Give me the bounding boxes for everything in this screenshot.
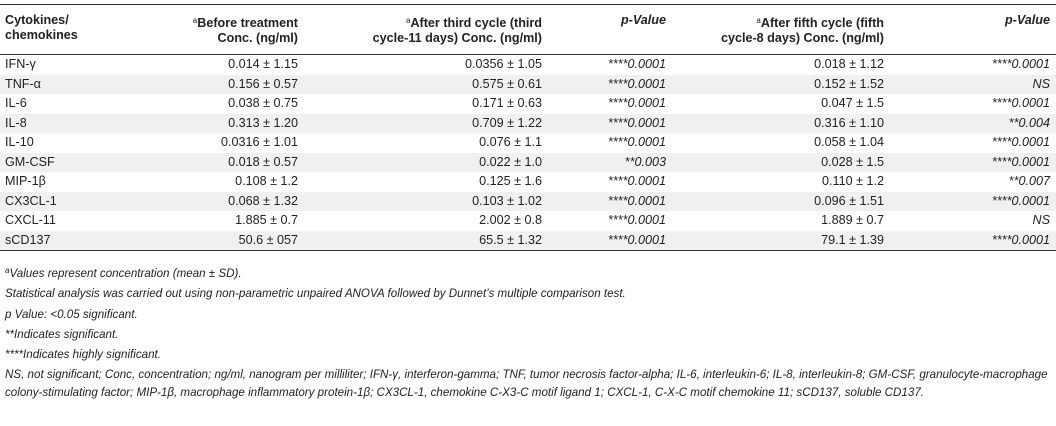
cell-after-third: 0.575 ± 0.61 <box>472 76 542 91</box>
cell-cytokine: IFN-γ <box>5 57 36 71</box>
table-footnotes: aValues represent concentration (mean ± … <box>5 262 1051 401</box>
table-row: CXCL-11 1.885 ± 0.7 2.002 ± 0.8 ****0.0001 1… <box>0 211 1056 231</box>
cell-after-third: 0.0356 ± 1.05 <box>465 57 542 71</box>
footnote-values: aValues represent concentration (mean ± … <box>5 266 242 280</box>
table-row: TNF-α 0.156 ± 0.57 0.575 ± 0.61 ****0.0001 0… <box>0 74 1056 94</box>
table-row: IL-8 0.313 ± 1.20 0.709 ± 1.22 ****0.0001 0.… <box>0 113 1056 133</box>
cell-after-fifth: 79.1 ± 1.39 <box>821 232 884 247</box>
cell-cytokine: sCD137 <box>5 232 51 247</box>
cell-after-fifth: 0.096 ± 1.51 <box>814 193 884 208</box>
cell-before: 0.0316 ± 1.01 <box>221 135 298 149</box>
cell-after-third: 65.5 ± 1.32 <box>479 232 542 247</box>
cell-after-third: 2.002 ± 0.8 <box>479 213 542 227</box>
header-cytokines: Cytokines/chemokines <box>5 13 78 42</box>
cell-p-fifth: **0.004 <box>1008 115 1050 130</box>
cell-before: 0.156 ± 0.57 <box>228 76 298 91</box>
cell-before: 0.108 ± 1.2 <box>235 174 298 188</box>
cell-cytokine: IL-8 <box>5 115 27 130</box>
cell-after-third: 0.125 ± 1.6 <box>479 174 542 188</box>
footnote-abbreviations: NS, not significant; Conc, concentration… <box>5 368 1048 399</box>
cell-before: 0.068 ± 1.32 <box>228 193 298 208</box>
cell-cytokine: IL-10 <box>5 135 34 149</box>
cytokine-table: Cytokines/chemokines aBefore treatment Co… <box>0 4 1056 251</box>
cell-p-fifth: ****0.0001 <box>991 193 1050 208</box>
cell-after-fifth: 0.058 ± 1.04 <box>814 135 884 149</box>
cell-p-third: **0.003 <box>624 154 666 169</box>
cell-before: 0.018 ± 0.57 <box>228 154 298 169</box>
cell-p-fifth: ****0.0001 <box>991 57 1050 71</box>
cell-after-fifth: 0.047 ± 1.5 <box>821 96 884 110</box>
header-p-value-fifth: p-Value <box>1004 13 1050 27</box>
table-row: IL-10 0.0316 ± 1.01 0.076 ± 1.1 ****0.0001 0… <box>0 133 1056 153</box>
cell-p-third: ****0.0001 <box>607 193 666 208</box>
cell-after-third: 0.171 ± 0.63 <box>472 96 542 110</box>
cell-before: 0.038 ± 0.75 <box>228 96 298 110</box>
cell-p-third: ****0.0001 <box>607 76 666 91</box>
cell-after-fifth: 0.028 ± 1.5 <box>821 154 884 169</box>
cell-p-third: ****0.0001 <box>607 232 666 247</box>
cell-p-fifth: ****0.0001 <box>991 96 1050 110</box>
cell-p-third: ****0.0001 <box>607 213 666 227</box>
cell-after-third: 0.076 ± 1.1 <box>479 135 542 149</box>
cell-cytokine: CX3CL-1 <box>5 193 57 208</box>
table-row: GM-CSF 0.018 ± 0.57 0.022 ± 1.0 **0.003 0.02… <box>0 152 1056 172</box>
header-before-treatment: aBefore treatment Conc. (ng/ml) <box>192 16 298 45</box>
cell-after-fifth: 0.110 ± 1.2 <box>822 174 884 188</box>
cell-after-fifth: 0.152 ± 1.52 <box>814 76 884 91</box>
cell-before: 0.014 ± 1.15 <box>228 57 298 71</box>
cell-cytokine: CXCL-11 <box>5 213 56 227</box>
cell-p-third: ****0.0001 <box>607 57 666 71</box>
cell-p-third: ****0.0001 <box>607 96 666 110</box>
table-row: MIP-1β 0.108 ± 1.2 0.125 ± 1.6 ****0.0001 0.… <box>0 172 1056 192</box>
cell-before: 50.6 ± 057 <box>238 232 298 247</box>
header-after-fifth-cycle: aAfter fifth cycle (fifth cycle-8 days) C… <box>720 16 884 45</box>
table-row: IL-6 0.038 ± 0.75 0.171 ± 0.63 ****0.0001 0.… <box>0 94 1056 114</box>
cell-before: 1.885 ± 0.7 <box>235 213 298 227</box>
cell-after-fifth: 1.889 ± 0.7 <box>821 213 884 227</box>
cell-p-fifth: NS <box>1032 76 1051 91</box>
footnote-highly-significant: ****Indicates highly significant. <box>5 348 161 362</box>
cell-after-fifth: 0.018 ± 1.12 <box>814 57 884 71</box>
cell-before: 0.313 ± 1.20 <box>228 115 298 130</box>
cell-p-third: ****0.0001 <box>607 115 666 130</box>
table-row: CX3CL-1 0.068 ± 1.32 0.103 ± 1.02 ****0.000… <box>0 191 1056 211</box>
header-p-value-third: p-Value <box>620 13 666 27</box>
cell-p-fifth: ****0.0001 <box>991 154 1050 169</box>
cell-p-fifth: ****0.0001 <box>991 232 1050 247</box>
cell-cytokine: IL-6 <box>5 96 27 110</box>
cell-after-third: 0.103 ± 1.02 <box>472 193 542 208</box>
cell-after-fifth: 0.316 ± 1.10 <box>814 115 884 130</box>
cell-p-fifth: **0.007 <box>1008 174 1050 188</box>
cell-cytokine: GM-CSF <box>5 154 55 169</box>
cell-p-third: ****0.0001 <box>607 135 666 149</box>
cell-after-third: 0.709 ± 1.22 <box>472 115 542 130</box>
table-header-row: Cytokines/chemokines aBefore treatment Co… <box>0 4 1056 55</box>
cell-cytokine: TNF-α <box>5 76 41 91</box>
footnote-significant: **Indicates significant. <box>5 327 119 341</box>
footnote-statistics: Statistical analysis was carried out usi… <box>5 287 626 301</box>
cell-cytokine: MIP-1β <box>5 174 46 188</box>
cell-p-third: ****0.0001 <box>607 174 666 188</box>
cell-p-fifth: ****0.0001 <box>991 135 1050 149</box>
table-row: sCD137 50.6 ± 057 65.5 ± 1.32 ****0.0001 79.… <box>0 230 1056 251</box>
cell-p-fifth: NS <box>1032 213 1051 227</box>
footnote-p-value: p Value: <0.05 significant. <box>5 307 138 321</box>
cell-after-third: 0.022 ± 1.0 <box>479 154 542 169</box>
header-after-third-cycle: aAfter third cycle (third cycle-11 days) … <box>372 16 542 45</box>
table-row: IFN-γ 0.014 ± 1.15 0.0356 ± 1.05 ****0.0001… <box>0 54 1056 75</box>
